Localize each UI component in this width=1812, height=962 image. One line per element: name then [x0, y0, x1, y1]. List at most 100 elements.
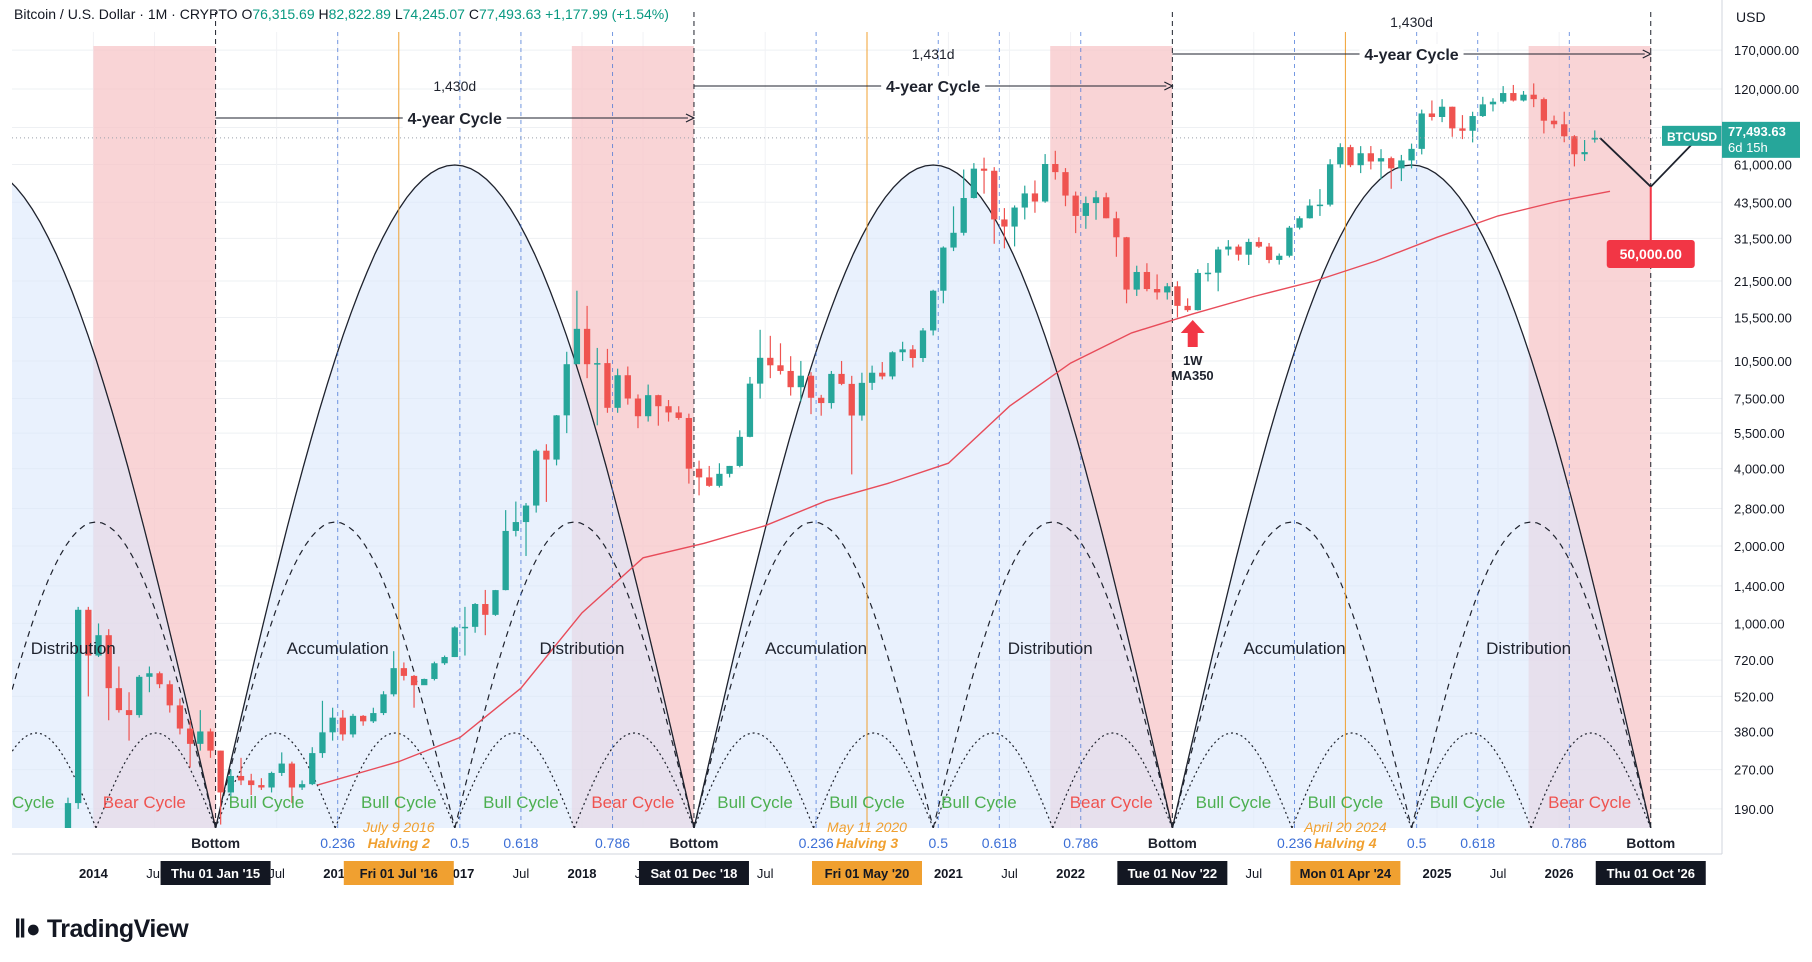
- candle-body: [583, 328, 591, 365]
- bull-cycle-label: Bull Cycle: [1196, 793, 1272, 812]
- candle-body: [227, 775, 234, 793]
- fib-label: 0.786: [1552, 835, 1587, 851]
- candle-body: [767, 357, 774, 366]
- candle-body: [146, 673, 153, 677]
- candle-body: [858, 382, 866, 416]
- candle-body: [1031, 193, 1039, 202]
- y-tick-label: 190.00: [1734, 802, 1774, 817]
- halving-date-label: April 20 2024: [1303, 819, 1387, 835]
- candle-body: [461, 626, 469, 629]
- candle-body: [706, 477, 713, 486]
- x-tick-label: 2022: [1056, 866, 1085, 881]
- candle-body: [980, 168, 988, 171]
- bottom-date-tag-bg: [1117, 861, 1228, 885]
- cycle-arc-fill: [12, 183, 216, 828]
- quarter-cycle-arc: [932, 732, 1054, 828]
- candle-body: [451, 627, 458, 658]
- candle-body: [594, 363, 601, 365]
- bull-cycle-label: Cycle: [12, 793, 55, 812]
- x-tick-label: Jul: [1245, 866, 1262, 881]
- candle-body: [1489, 101, 1497, 105]
- x-tick-label: Jul: [757, 866, 774, 881]
- x-tick-label: Jul: [146, 866, 163, 881]
- y-tick-label: 15,500.00: [1734, 310, 1792, 325]
- bull-cycle-label: Bull Cycle: [361, 793, 437, 812]
- currency-label: USD: [1736, 9, 1766, 25]
- change-value: +1,177.99 (+1.54%): [545, 6, 669, 22]
- phase-label: Distribution: [539, 639, 624, 658]
- candle-body: [1357, 153, 1364, 166]
- quarter-cycle-arc: [454, 732, 575, 828]
- candle-body: [319, 732, 326, 754]
- candle-body: [1184, 305, 1191, 311]
- bitcoin-cycle-chart[interactable]: 4-year Cycle 1,430d 4-year Cycle 1,431d 4-ye…: [0, 0, 1812, 910]
- candle-body: [533, 450, 540, 506]
- symbol-title: Bitcoin / U.S. Dollar · 1M · CRYPTO: [14, 6, 238, 22]
- candle-body: [1316, 204, 1324, 207]
- candle-body: [471, 604, 479, 627]
- candle-body: [665, 406, 672, 413]
- candle-body: [1296, 218, 1303, 228]
- bear-cycle-label: Bear Cycle: [1548, 793, 1631, 812]
- y-tick-label: 7,500.00: [1734, 392, 1785, 407]
- halving-date-tag: Mon 01 Apr '24: [1300, 866, 1392, 881]
- x-tick-label: 2018: [568, 866, 597, 881]
- fib-label: 0.5: [929, 835, 949, 851]
- fib-label: 0.618: [1460, 835, 1495, 851]
- candle-body: [349, 715, 357, 735]
- x-tick-label: 2025: [1423, 866, 1452, 881]
- candle-body: [1265, 246, 1273, 260]
- candle-body: [1459, 128, 1466, 131]
- close-value: 77,493.63: [478, 6, 542, 22]
- candle-body: [1500, 93, 1507, 102]
- candle-body: [573, 328, 581, 365]
- halving-date-tag: Fri 01 May '20: [825, 866, 910, 881]
- cycle-label-bg: [881, 76, 986, 96]
- y-tick-label: 2,800.00: [1734, 502, 1785, 517]
- candle-body: [726, 465, 733, 474]
- candle-body: [655, 395, 662, 407]
- x-tick-label: Jul: [513, 866, 530, 881]
- candle-body: [95, 635, 102, 656]
- last-price-label: 77,493.63: [1728, 124, 1786, 139]
- bear-cycle-label: Bear Cycle: [591, 793, 674, 812]
- logo-text: TradingView: [46, 915, 189, 943]
- candle-body: [1347, 147, 1354, 166]
- bottom-date-tag-bg: [638, 861, 749, 885]
- candle-body: [512, 522, 519, 531]
- fib-label: 0.5: [450, 835, 470, 851]
- candle-body: [543, 450, 550, 460]
- candle-body: [329, 717, 336, 733]
- candle-body: [410, 675, 418, 686]
- bottom-label: Bottom: [669, 835, 718, 851]
- candle-body: [1286, 227, 1293, 256]
- candle-body: [339, 717, 346, 735]
- candle-body: [1581, 152, 1588, 155]
- ma350-line: [317, 190, 1611, 786]
- y-tick-label: 31,500.00: [1734, 231, 1792, 246]
- candle-body: [1398, 160, 1405, 169]
- bull-cycle-label: Bull Cycle: [829, 793, 905, 812]
- cycle-arc-fill: [693, 165, 1173, 828]
- bottom-label: Bottom: [1626, 835, 1675, 851]
- bottom-date-tag: Sat 01 Dec '18: [650, 866, 737, 881]
- bottom-date-tag-bg: [1595, 861, 1706, 885]
- candle-body: [899, 349, 906, 353]
- candle-body: [970, 168, 978, 199]
- half-cycle-arc: [1411, 521, 1652, 828]
- cycle-span-arrow: [685, 113, 696, 123]
- candle-body: [248, 780, 255, 786]
- fib-label: 0.236: [1277, 835, 1312, 851]
- candle-body: [1235, 246, 1242, 255]
- candle-body: [522, 505, 530, 523]
- y-tick-label: 1,000.00: [1734, 616, 1785, 631]
- high-value: 82,822.89: [328, 6, 391, 22]
- candle-body: [1306, 205, 1313, 219]
- halving-date-label: May 11 2020: [827, 819, 907, 835]
- candle-body: [482, 604, 489, 615]
- candle-body: [1326, 164, 1334, 205]
- candle-body: [614, 375, 621, 408]
- symbol-tag: [1662, 125, 1722, 146]
- bottom-date-tag: Thu 01 Oct '26: [1607, 866, 1695, 881]
- candle-body: [1153, 289, 1161, 293]
